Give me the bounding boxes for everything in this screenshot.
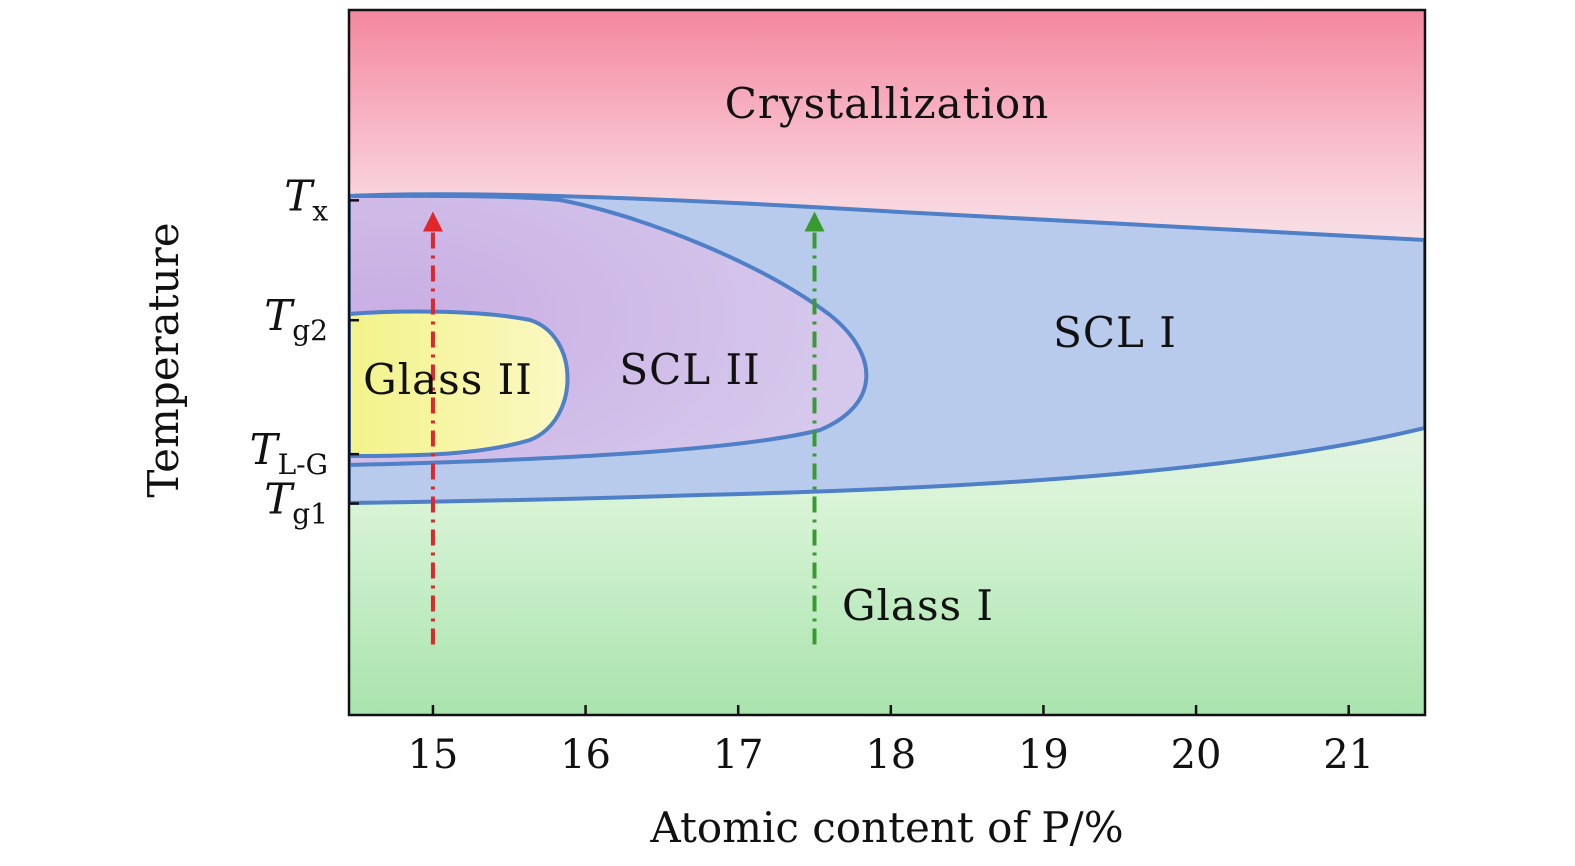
y-level-symbol: T <box>264 475 295 524</box>
x-tick-label: 17 <box>713 732 764 778</box>
y-level-subscript: x <box>312 194 328 227</box>
region-label-scl1: SCL I <box>1053 308 1177 357</box>
x-tick-label: 19 <box>1018 732 1069 778</box>
plot-frame <box>347 8 1427 717</box>
x-tick-label: 20 <box>1171 732 1222 778</box>
y-level-subscript: L-G <box>278 448 328 481</box>
y-level-label-Tx: Tx <box>284 171 328 227</box>
region-glass2 <box>349 309 570 459</box>
x-tick-label: 18 <box>865 732 916 778</box>
y-level-symbol: T <box>264 291 295 340</box>
y-level-subscript: g1 <box>292 498 328 531</box>
path-arrows <box>422 211 825 645</box>
y-level-symbol: T <box>284 171 315 220</box>
x-axis-ticks: 15 16 17 18 19 20 21 <box>407 705 1374 778</box>
region-label-glass2: Glass II <box>363 355 533 404</box>
y-level-label-Tg2: Tg2 <box>264 291 328 347</box>
x-axis-title: Atomic content of P/% <box>649 803 1123 852</box>
y-axis-title: Temperature <box>139 222 188 497</box>
y-level-subscript: g2 <box>292 314 328 347</box>
y-level-label-TLG: TL-G <box>250 425 328 481</box>
x-tick-label: 21 <box>1323 732 1374 778</box>
region-label-glass1: Glass I <box>842 581 994 630</box>
region-label-crystallization: Crystallization <box>725 79 1050 128</box>
x-tick-label: 15 <box>407 732 458 778</box>
y-level-label-Tg1: Tg1 <box>264 475 328 531</box>
region-label-scl2: SCL II <box>619 345 760 394</box>
y-level-symbol: T <box>250 425 281 474</box>
x-tick-label: 16 <box>560 732 611 778</box>
